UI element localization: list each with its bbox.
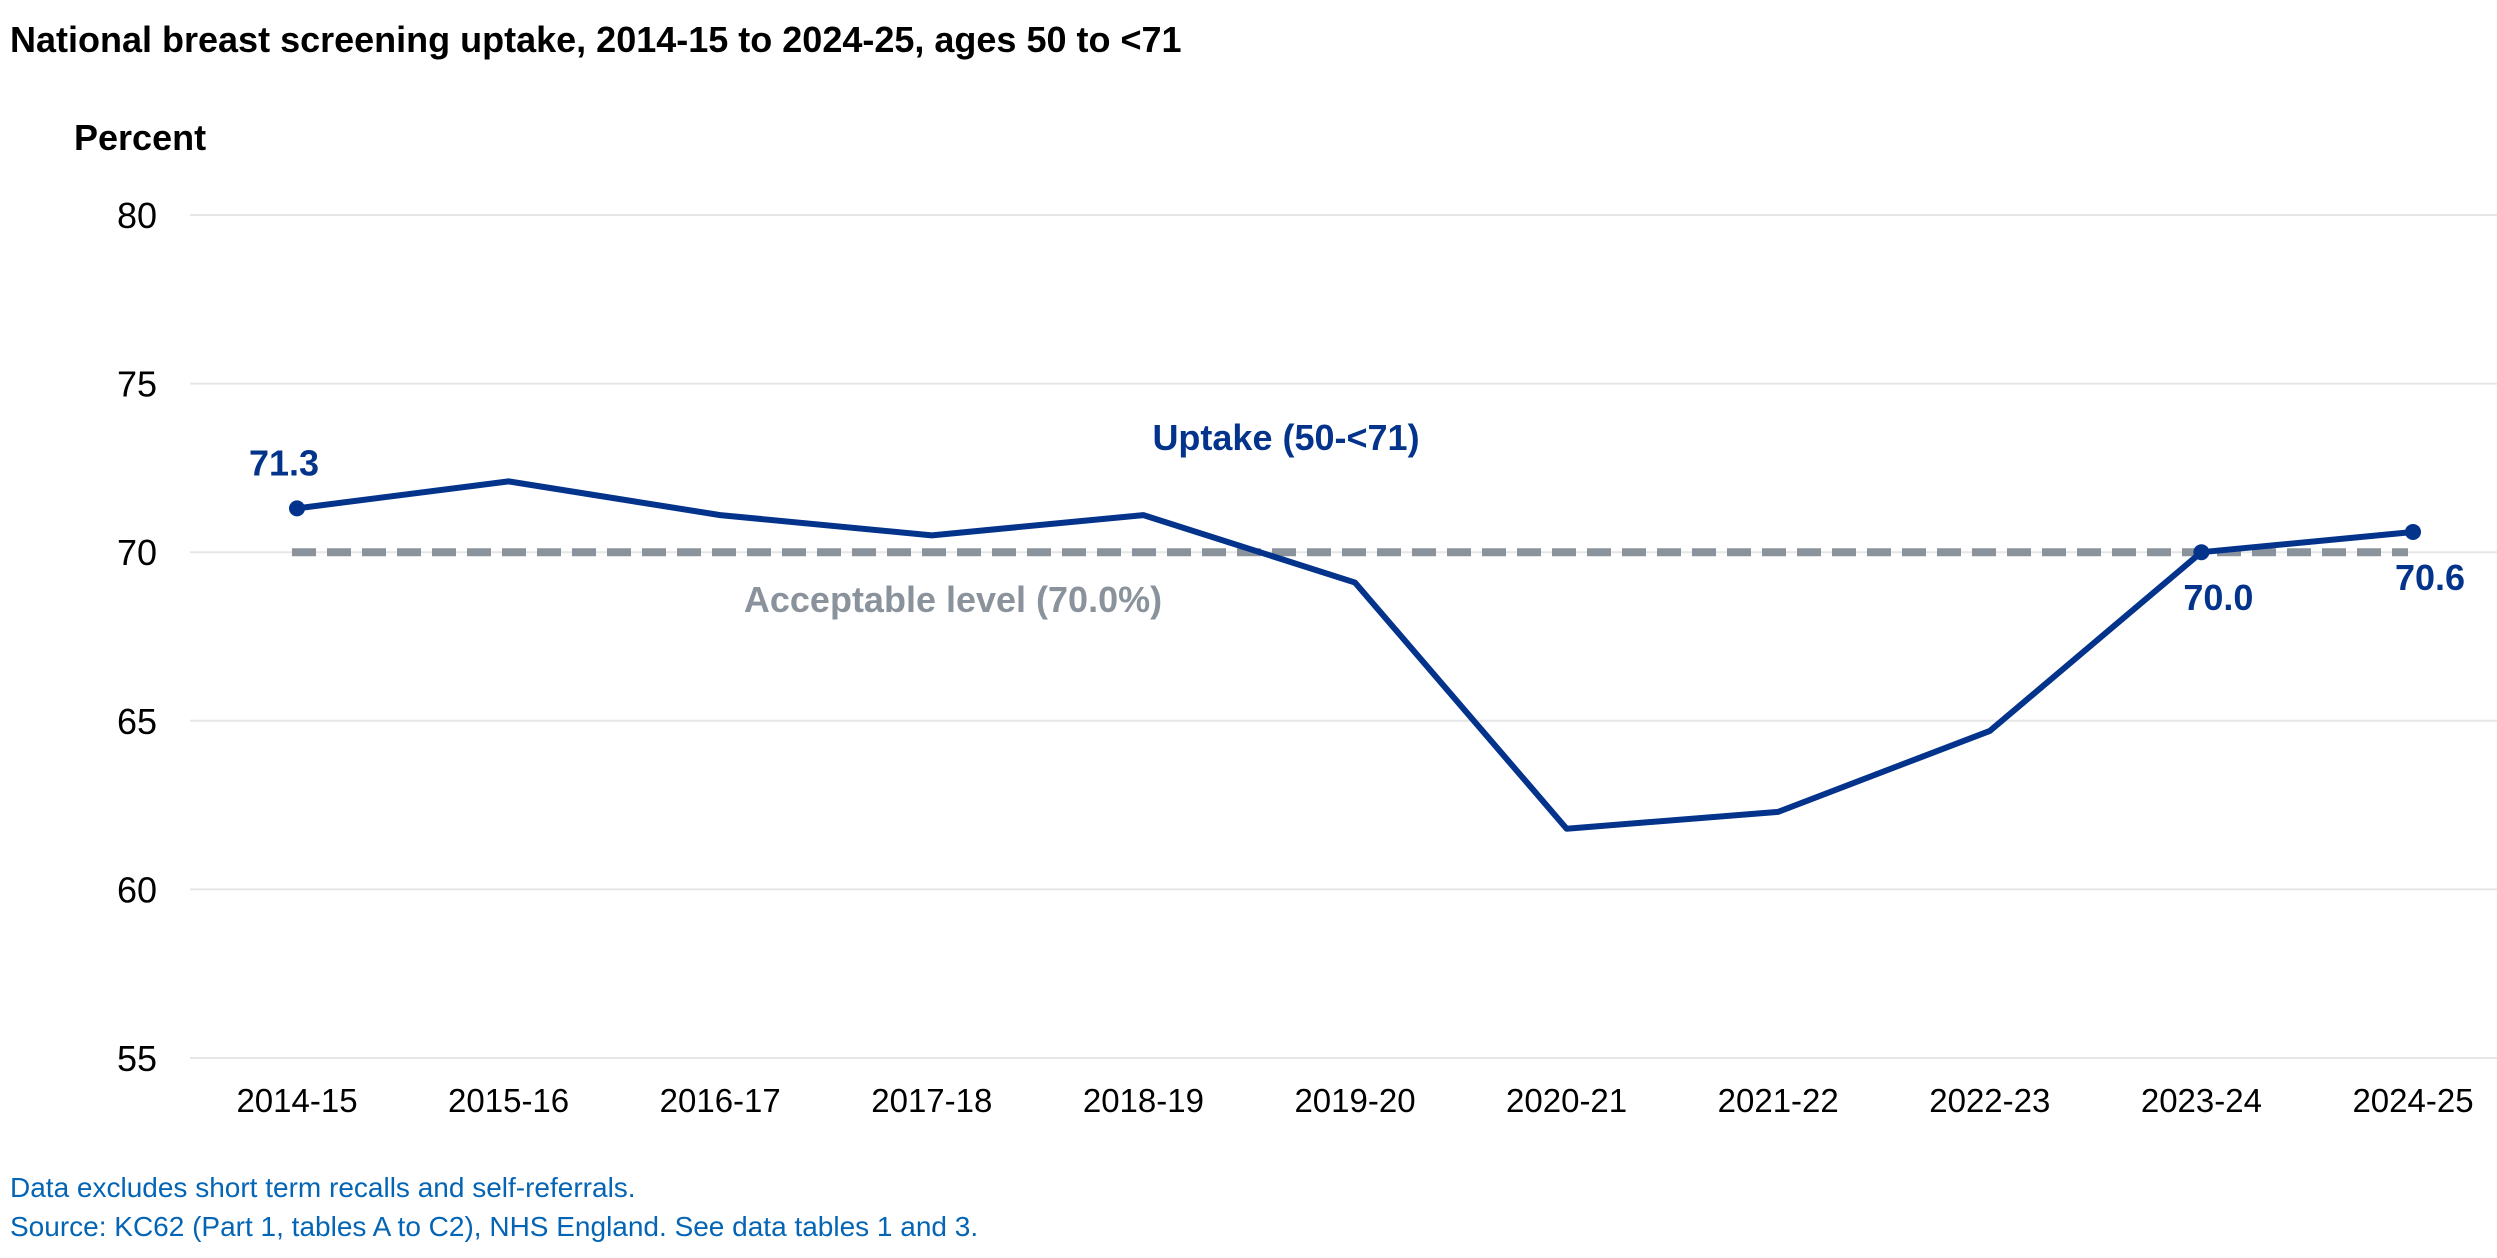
y-tick-label: 55 xyxy=(117,1038,157,1079)
y-axis-ticks: 55 60 65 70 75 80 xyxy=(117,195,157,1079)
reference-line-label: Acceptable level (70.0%) xyxy=(744,579,1162,620)
y-axis-label: Percent xyxy=(74,117,206,158)
data-label: 70.6 xyxy=(2395,557,2465,598)
y-tick-label: 75 xyxy=(117,364,157,405)
footnote-source: Source: KC62 (Part 1, tables A to C2), N… xyxy=(10,1211,978,1242)
x-tick-label: 2015-16 xyxy=(448,1082,569,1119)
y-tick-label: 65 xyxy=(117,701,157,742)
data-point-marker xyxy=(2193,544,2210,561)
series-label: Uptake (50-<71) xyxy=(1152,417,1419,458)
data-label: 71.3 xyxy=(249,442,319,483)
x-axis-ticks: 2014-15 2015-16 2016-17 2017-18 2018-19 2019-… xyxy=(236,1082,2473,1119)
x-tick-label: 2024-25 xyxy=(2352,1082,2473,1119)
footnote-exclusions: Data excludes short term recalls and sel… xyxy=(10,1172,636,1203)
y-tick-label: 70 xyxy=(117,532,157,573)
data-labels: 71.3 70.0 70.6 xyxy=(249,442,2465,618)
data-point-marker xyxy=(289,500,305,517)
chart-title: National breast screening uptake, 2014-1… xyxy=(10,19,1182,60)
x-tick-label: 2021-22 xyxy=(1718,1082,1839,1119)
series-group xyxy=(289,478,2421,832)
x-tick-label: 2022-23 xyxy=(1929,1082,2050,1119)
y-tick-label: 80 xyxy=(117,195,157,236)
x-tick-label: 2023-24 xyxy=(2141,1082,2262,1119)
x-tick-label: 2016-17 xyxy=(660,1082,781,1119)
x-tick-label: 2018-19 xyxy=(1083,1082,1204,1119)
x-tick-label: 2017-18 xyxy=(871,1082,992,1119)
data-point-marker xyxy=(2405,523,2421,540)
gridlines xyxy=(190,214,2497,1059)
x-tick-label: 2014-15 xyxy=(236,1082,357,1119)
data-label: 70.0 xyxy=(2183,577,2253,618)
x-tick-label: 2020-21 xyxy=(1506,1082,1627,1119)
x-tick-label: 2019-20 xyxy=(1294,1082,1415,1119)
y-tick-label: 60 xyxy=(117,869,157,910)
series-line xyxy=(296,478,2414,832)
